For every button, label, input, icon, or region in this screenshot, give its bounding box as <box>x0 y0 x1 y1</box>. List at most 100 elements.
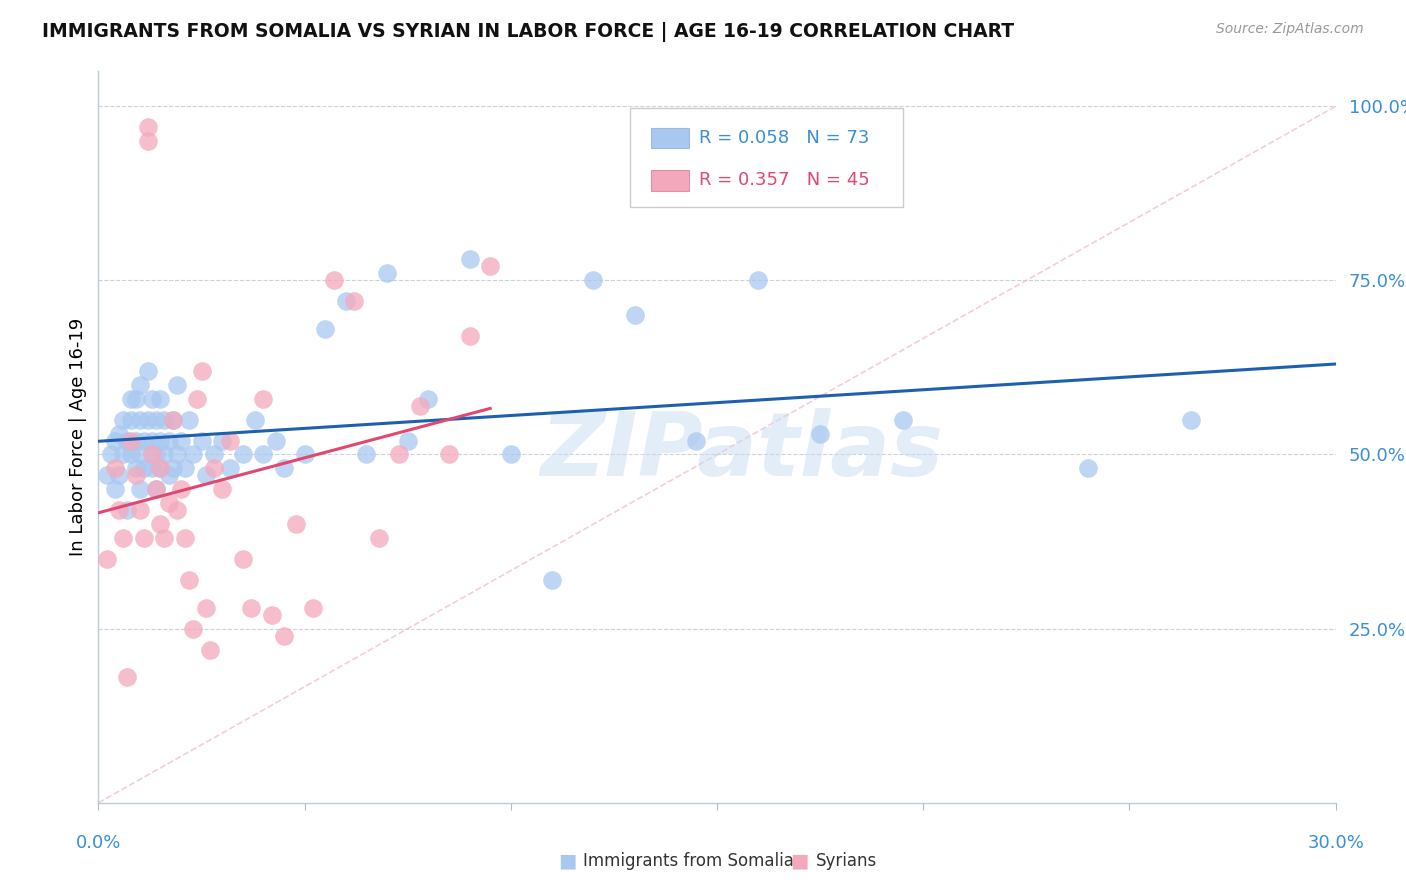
Point <box>104 434 127 448</box>
Point <box>211 434 233 448</box>
Point <box>202 461 225 475</box>
Point <box>128 448 150 462</box>
Point <box>170 483 193 497</box>
Point <box>145 483 167 497</box>
Point <box>166 377 188 392</box>
Point <box>141 448 163 462</box>
Point <box>157 468 180 483</box>
Point <box>157 496 180 510</box>
Point <box>108 468 131 483</box>
Point <box>149 392 172 406</box>
Point <box>128 483 150 497</box>
Point <box>179 573 201 587</box>
Point <box>252 392 274 406</box>
Point <box>285 517 308 532</box>
Text: Syrians: Syrians <box>815 852 877 870</box>
Point <box>232 448 254 462</box>
Point <box>124 434 146 448</box>
Point <box>186 392 208 406</box>
FancyBboxPatch shape <box>651 128 689 148</box>
Point <box>685 434 707 448</box>
Point <box>108 426 131 441</box>
Point <box>396 434 419 448</box>
Point <box>479 260 502 274</box>
Y-axis label: In Labor Force | Age 16-19: In Labor Force | Age 16-19 <box>69 318 87 557</box>
Point <box>128 412 150 426</box>
Point <box>153 448 176 462</box>
Point <box>145 448 167 462</box>
Point <box>891 412 914 426</box>
Point <box>170 434 193 448</box>
Point <box>273 461 295 475</box>
Text: ■: ■ <box>558 851 576 871</box>
Point <box>141 392 163 406</box>
Point <box>273 629 295 643</box>
Point <box>141 434 163 448</box>
Point <box>194 600 217 615</box>
Point <box>1077 461 1099 475</box>
Point <box>124 392 146 406</box>
Point <box>190 364 212 378</box>
Point <box>356 448 378 462</box>
Point <box>149 461 172 475</box>
Point <box>418 392 440 406</box>
Point <box>179 412 201 426</box>
Text: ■: ■ <box>790 851 808 871</box>
Point <box>128 377 150 392</box>
Point <box>181 622 204 636</box>
Point <box>117 434 139 448</box>
Text: 0.0%: 0.0% <box>76 834 121 852</box>
Point <box>96 468 118 483</box>
Point <box>264 434 287 448</box>
Point <box>343 294 366 309</box>
Point <box>136 120 159 134</box>
FancyBboxPatch shape <box>630 108 903 207</box>
Point <box>149 434 172 448</box>
Point <box>260 607 283 622</box>
Point <box>145 412 167 426</box>
Point <box>128 503 150 517</box>
Point <box>153 412 176 426</box>
Point <box>388 448 411 462</box>
Point <box>104 483 127 497</box>
Point <box>232 552 254 566</box>
Point <box>162 461 184 475</box>
Text: ZIPatlas: ZIPatlas <box>540 409 943 495</box>
Point <box>294 448 316 462</box>
Point <box>437 448 460 462</box>
Point <box>132 461 155 475</box>
Point <box>409 399 432 413</box>
Text: Immigrants from Somalia: Immigrants from Somalia <box>583 852 794 870</box>
Point <box>747 273 769 287</box>
Point <box>499 448 522 462</box>
Point <box>100 448 122 462</box>
Point <box>153 531 176 545</box>
Point <box>174 531 197 545</box>
Point <box>335 294 357 309</box>
Point <box>219 461 242 475</box>
Point <box>132 531 155 545</box>
Point <box>367 531 389 545</box>
Text: R = 0.357   N = 45: R = 0.357 N = 45 <box>699 171 869 189</box>
FancyBboxPatch shape <box>651 170 689 191</box>
Point <box>124 468 146 483</box>
Point <box>120 434 142 448</box>
Point <box>190 434 212 448</box>
Point <box>136 134 159 148</box>
Point <box>322 273 344 287</box>
Point <box>219 434 242 448</box>
Point <box>112 448 135 462</box>
Point <box>375 266 398 280</box>
Point <box>117 670 139 684</box>
Point <box>1180 412 1202 426</box>
Point <box>96 552 118 566</box>
Point <box>124 461 146 475</box>
Point <box>240 600 263 615</box>
Point <box>149 517 172 532</box>
Text: IMMIGRANTS FROM SOMALIA VS SYRIAN IN LABOR FORCE | AGE 16-19 CORRELATION CHART: IMMIGRANTS FROM SOMALIA VS SYRIAN IN LAB… <box>42 22 1014 42</box>
Point <box>162 412 184 426</box>
Point <box>243 412 266 426</box>
Point <box>136 412 159 426</box>
Point <box>314 322 336 336</box>
Point <box>117 503 139 517</box>
